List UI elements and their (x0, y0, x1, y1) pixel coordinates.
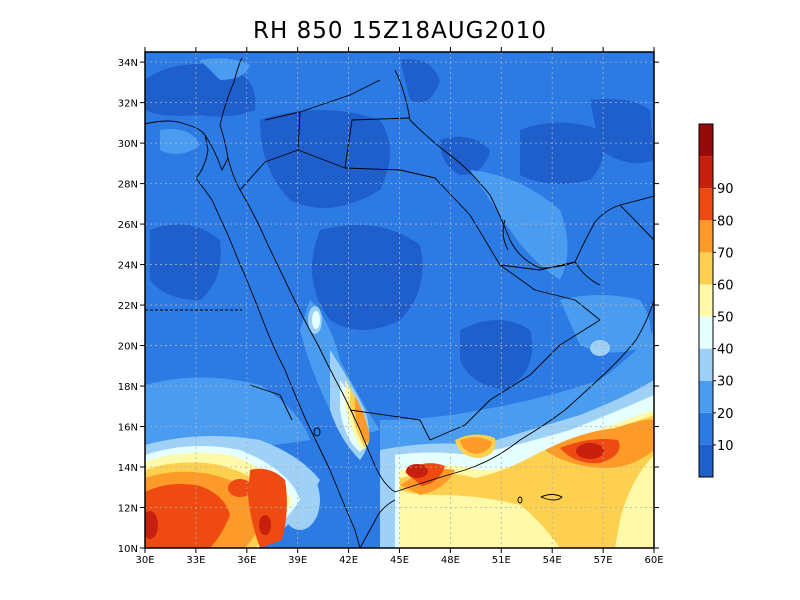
colorbar-swatch (699, 412, 713, 445)
lat-tick-label: 32N (118, 99, 138, 110)
colorbar-frame (698, 123, 714, 478)
rh-low-patches (145, 59, 654, 390)
colorbar-label: 20 (717, 407, 734, 422)
longitude-labels: 30E 33E 36E 39E 42E 45E 48E 51E 54E 57E 60E (135, 555, 663, 566)
lon-tick-label: 48E (441, 555, 460, 566)
colorbar-label: 90 (717, 182, 734, 197)
rh-90-patches (145, 439, 620, 548)
colorbar-swatch (699, 444, 713, 477)
colorbar-label: 30 (717, 375, 734, 390)
lon-tick-label: 33E (186, 555, 205, 566)
colorbar-label: 40 (717, 343, 734, 358)
lon-tick-label: 57E (594, 555, 613, 566)
rh-field (145, 52, 654, 548)
colorbar-swatch (699, 220, 713, 253)
colorbar-label: 60 (717, 278, 734, 293)
colorbar-swatch (699, 284, 713, 317)
lon-tick-label: 36E (237, 555, 256, 566)
lon-tick-label: 45E (390, 555, 409, 566)
lat-tick-label: 16N (118, 423, 138, 434)
lat-tick-label: 10N (118, 544, 138, 555)
lon-tick-label: 30E (135, 555, 154, 566)
colorbar-swatch (699, 380, 713, 413)
colorbar-swatch (699, 124, 713, 157)
lat-tick-label: 14N (118, 463, 138, 474)
lon-tick-label: 51E (492, 555, 511, 566)
coastlines-borders (145, 57, 654, 548)
lon-tick-label: 60E (644, 555, 663, 566)
lat-tick-label: 28N (118, 180, 138, 191)
colorbar-label: 50 (717, 311, 734, 326)
lat-tick-label: 30N (118, 139, 138, 150)
lat-tick-label: 12N (118, 504, 138, 515)
axis-ticks (140, 47, 659, 553)
lon-tick-label: 42E (339, 555, 358, 566)
rh-max-patches (145, 443, 604, 539)
colorbar-swatch (699, 252, 713, 285)
lat-tick-label: 22N (118, 301, 138, 312)
colorbar-swatch (699, 188, 713, 221)
colorbar-swatch (699, 348, 713, 381)
colorbar-label: 80 (717, 214, 734, 229)
lon-tick-label: 54E (543, 555, 562, 566)
map-title: RH 850 15Z18AUG2010 (252, 18, 547, 44)
lon-tick-label: 39E (288, 555, 307, 566)
colorbar-label: 70 (717, 246, 734, 261)
lat-tick-label: 34N (118, 58, 138, 69)
colorbar-swatch (699, 156, 713, 189)
colorbar-swatch (699, 316, 713, 349)
lat-tick-label: 18N (118, 382, 138, 393)
lat-tick-label: 26N (118, 220, 138, 231)
latitude-labels: 10N 12N 14N 16N 18N 20N 22N 24N 26N 28N 30N 32N 34N (118, 58, 138, 555)
colorbar: 10 20 30 40 50 60 70 80 90 (698, 123, 734, 478)
colorbar-label: 10 (717, 439, 734, 454)
lat-tick-label: 24N (118, 261, 138, 272)
lat-tick-label: 20N (118, 342, 138, 353)
